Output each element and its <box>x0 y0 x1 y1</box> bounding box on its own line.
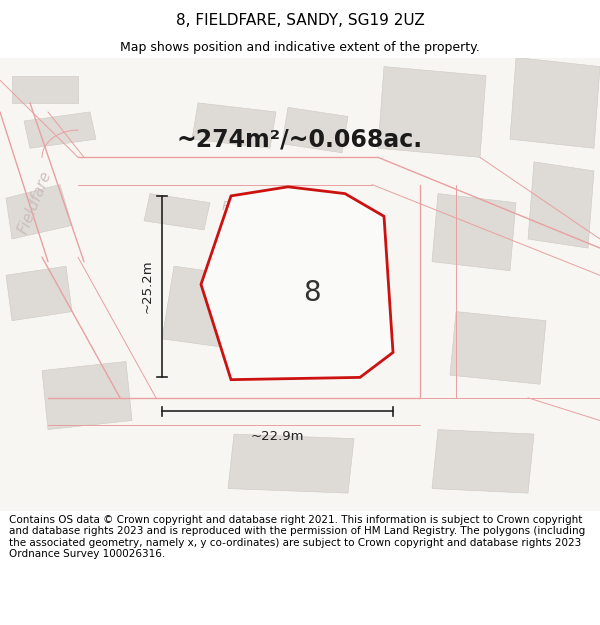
Text: ~25.2m: ~25.2m <box>140 260 154 314</box>
Polygon shape <box>432 429 534 493</box>
Polygon shape <box>162 266 240 348</box>
Polygon shape <box>282 107 348 152</box>
Polygon shape <box>24 112 96 148</box>
Text: Map shows position and indicative extent of the property.: Map shows position and indicative extent… <box>120 41 480 54</box>
Text: 8: 8 <box>303 279 321 308</box>
Polygon shape <box>42 361 132 429</box>
Text: ~274m²/~0.068ac.: ~274m²/~0.068ac. <box>177 127 423 151</box>
Polygon shape <box>228 434 354 493</box>
Polygon shape <box>378 67 486 158</box>
Polygon shape <box>144 194 210 230</box>
Text: Fieldfare: Fieldfare <box>15 169 54 236</box>
Polygon shape <box>6 184 72 239</box>
Polygon shape <box>450 312 546 384</box>
Polygon shape <box>528 162 594 248</box>
Text: 8, FIELDFARE, SANDY, SG19 2UZ: 8, FIELDFARE, SANDY, SG19 2UZ <box>176 12 424 28</box>
Polygon shape <box>432 194 516 271</box>
Text: ~22.9m: ~22.9m <box>251 429 304 442</box>
Polygon shape <box>201 187 393 379</box>
Text: Contains OS data © Crown copyright and database right 2021. This information is : Contains OS data © Crown copyright and d… <box>9 514 585 559</box>
Polygon shape <box>12 76 78 103</box>
Polygon shape <box>192 103 276 148</box>
Text: Fieldfa...: Fieldfa... <box>222 200 276 214</box>
Polygon shape <box>510 58 600 148</box>
Polygon shape <box>6 266 72 321</box>
